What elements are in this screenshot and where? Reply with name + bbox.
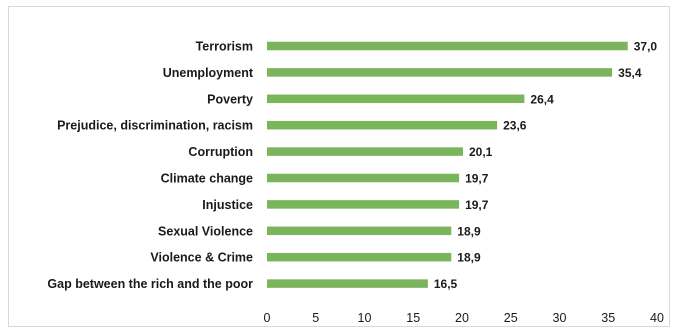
- x-tick-label: 5: [312, 311, 319, 325]
- bar: [267, 41, 628, 51]
- x-tick-label: 0: [264, 311, 271, 325]
- x-tick-label: 35: [601, 311, 615, 325]
- bars-group: [267, 41, 628, 288]
- bar: [267, 147, 463, 156]
- category-label: Violence & Crime: [150, 251, 253, 265]
- bar: [267, 120, 498, 130]
- category-label: Sexual Violence: [158, 224, 253, 238]
- bar: [267, 226, 452, 236]
- value-label: 18,9: [457, 224, 481, 238]
- x-tick-label: 15: [406, 311, 420, 325]
- value-label: 35,4: [618, 66, 642, 80]
- category-label: Gap between the rich and the poor: [47, 277, 253, 291]
- value-label: 26,4: [530, 92, 554, 106]
- value-label: 20,1: [469, 145, 493, 159]
- value-labels: 37,0 35,4 26,423,6 20,1 19,7 19,7 18,9 18,9 16,5: [434, 40, 658, 292]
- category-label: Prejudice, discrimination, racism: [57, 119, 253, 133]
- value-label: 19,7: [465, 172, 489, 186]
- bar: [267, 94, 525, 104]
- category-label: Corruption: [188, 145, 253, 159]
- category-label: Terrorism: [196, 40, 253, 54]
- bar: [267, 173, 460, 183]
- x-tick-label: 25: [504, 311, 518, 325]
- bar: [267, 68, 613, 77]
- category-label: Climate change: [161, 172, 253, 186]
- value-label: 37,0: [634, 40, 658, 54]
- value-label: 16,5: [434, 277, 458, 291]
- category-label: Injustice: [202, 198, 253, 212]
- value-label: 23,6: [503, 119, 527, 133]
- x-tick-labels: 0 5 10 15 20 25 30 35 40: [264, 311, 664, 325]
- value-label: 19,7: [465, 198, 489, 212]
- chart-frame: [8, 6, 670, 327]
- x-tick-label: 10: [358, 311, 372, 325]
- bar: [267, 279, 428, 288]
- category-labels: Terrorism Unemployment Poverty Prejudice, d…: [47, 40, 253, 292]
- x-tick-label: 20: [455, 311, 469, 325]
- bar: [267, 252, 452, 262]
- bar: [267, 200, 460, 209]
- category-label: Unemployment: [163, 66, 254, 80]
- value-label: 18,9: [457, 251, 481, 265]
- category-label: Poverty: [207, 92, 253, 106]
- x-tick-label: 40: [650, 311, 664, 325]
- x-tick-label: 30: [553, 311, 567, 325]
